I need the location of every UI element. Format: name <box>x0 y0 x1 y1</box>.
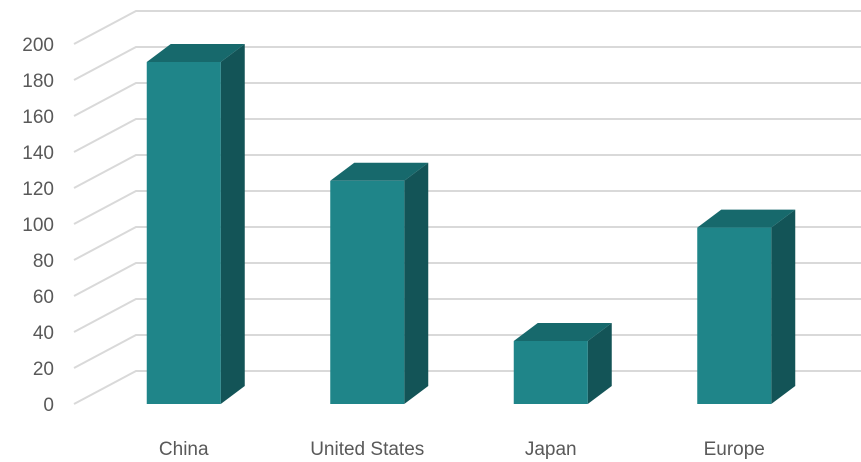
gridline-100 <box>73 190 861 225</box>
bar-top <box>697 209 796 228</box>
bar-side <box>404 162 429 404</box>
bar-side <box>771 209 796 404</box>
bar-side <box>587 323 612 404</box>
gridline-40 <box>73 298 861 333</box>
y-tick-label: 60 <box>33 287 54 308</box>
gridline-160 <box>73 82 861 117</box>
gridline-200 <box>73 10 861 45</box>
bar-side <box>220 44 245 404</box>
bar-europe <box>697 209 796 404</box>
x-category-label: China <box>159 439 209 460</box>
gridline-60 <box>73 262 861 297</box>
y-tick-label: 200 <box>22 35 54 56</box>
y-tick-label: 120 <box>22 179 54 200</box>
y-tick-label: 40 <box>33 323 54 344</box>
gridline-140 <box>73 118 861 153</box>
y-tick-label: 0 <box>43 395 54 416</box>
y-tick-label: 140 <box>22 143 54 164</box>
y-axis-ticks: 0 20 40 60 80 100 120 140 160 180 200 <box>22 35 54 416</box>
x-axis-labels: China United States Japan Europe <box>159 439 765 460</box>
bar-top <box>146 44 245 62</box>
y-tick-label: 160 <box>22 107 54 128</box>
x-category-label: Japan <box>525 439 577 460</box>
x-category-label: United States <box>310 439 424 460</box>
gridline-80 <box>73 226 861 261</box>
y-tick-label: 180 <box>22 71 54 92</box>
gridline-180 <box>73 46 861 81</box>
bar-front <box>330 180 405 404</box>
gridline-20 <box>73 334 861 369</box>
gridlines <box>73 10 861 405</box>
bars <box>146 44 796 404</box>
bar-united-states <box>330 162 429 404</box>
bar-top <box>330 162 429 181</box>
y-tick-label: 100 <box>22 215 54 236</box>
bar-front <box>513 341 588 404</box>
gridline-120 <box>73 154 861 189</box>
bar-japan <box>513 323 612 404</box>
y-tick-label: 20 <box>33 359 54 380</box>
gridline-0 <box>73 370 861 405</box>
y-tick-label: 80 <box>33 251 54 272</box>
bar-top <box>513 323 612 341</box>
bar-front <box>146 62 221 404</box>
bar-china <box>146 44 245 404</box>
x-category-label: Europe <box>704 439 765 460</box>
bar-front <box>697 227 772 404</box>
